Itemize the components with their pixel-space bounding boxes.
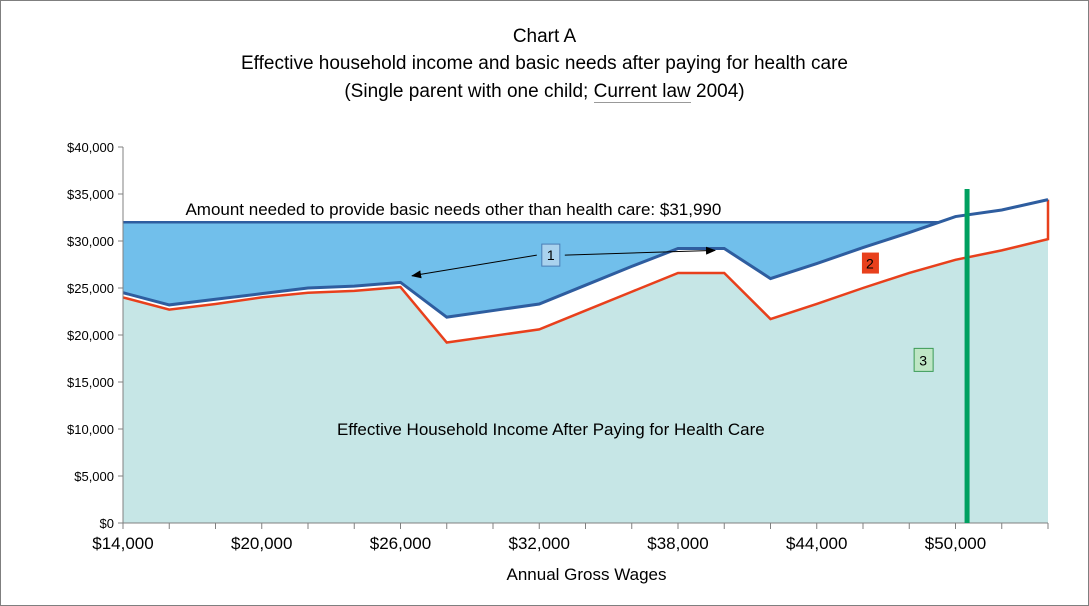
label-2-box bbox=[861, 252, 879, 274]
subtitle-2-pre: (Single parent with one child; bbox=[344, 81, 594, 102]
subtitle-2-underlined: Current law bbox=[593, 81, 691, 103]
x-axis-title: Annual Gross Wages bbox=[507, 565, 667, 584]
effective-income-label: Effective Household Income After Paying … bbox=[337, 420, 765, 439]
y-tick-label: $20,000 bbox=[67, 328, 114, 343]
x-tick-label: $26,000 bbox=[370, 534, 431, 553]
y-tick-label: $10,000 bbox=[67, 422, 114, 437]
x-tick-label: $38,000 bbox=[647, 534, 708, 553]
x-tick-label: $32,000 bbox=[509, 534, 570, 553]
effective-income-area bbox=[123, 199, 1048, 523]
y-tick-label: $25,000 bbox=[67, 281, 114, 296]
x-tick-label: $44,000 bbox=[786, 534, 847, 553]
label-1-arrow bbox=[564, 246, 716, 256]
x-tick-label: $50,000 bbox=[925, 534, 986, 553]
label-3-box bbox=[913, 347, 934, 372]
chart-subtitle: Effective household income and basic nee… bbox=[241, 53, 848, 74]
label-1-text: 1 bbox=[547, 247, 555, 263]
label-2-text: 2 bbox=[866, 256, 874, 272]
chart-title: Chart A bbox=[512, 26, 577, 47]
basic-needs-label: Amount needed to provide basic needs oth… bbox=[185, 200, 721, 219]
y-tick-label: $15,000 bbox=[67, 375, 114, 390]
y-tick-label: $5,000 bbox=[74, 469, 114, 484]
chart-subtitle-2: (Single parent with one child; Current l… bbox=[0, 81, 1089, 103]
label-3-text: 3 bbox=[919, 352, 927, 368]
needs-gap-area bbox=[123, 222, 1048, 318]
y-tick-label: $0 bbox=[100, 516, 114, 531]
y-tick-label: $40,000 bbox=[67, 140, 114, 155]
label-1-box bbox=[541, 243, 561, 267]
label-1-arrow bbox=[411, 254, 537, 279]
x-tick-label: $14,000 bbox=[92, 534, 153, 553]
y-tick-label: $35,000 bbox=[67, 187, 114, 202]
series-line-red bbox=[122, 199, 1050, 344]
subtitle-2-post: 2004) bbox=[690, 81, 745, 102]
y-tick-label: $30,000 bbox=[67, 234, 114, 249]
x-tick-label: $20,000 bbox=[231, 534, 292, 553]
